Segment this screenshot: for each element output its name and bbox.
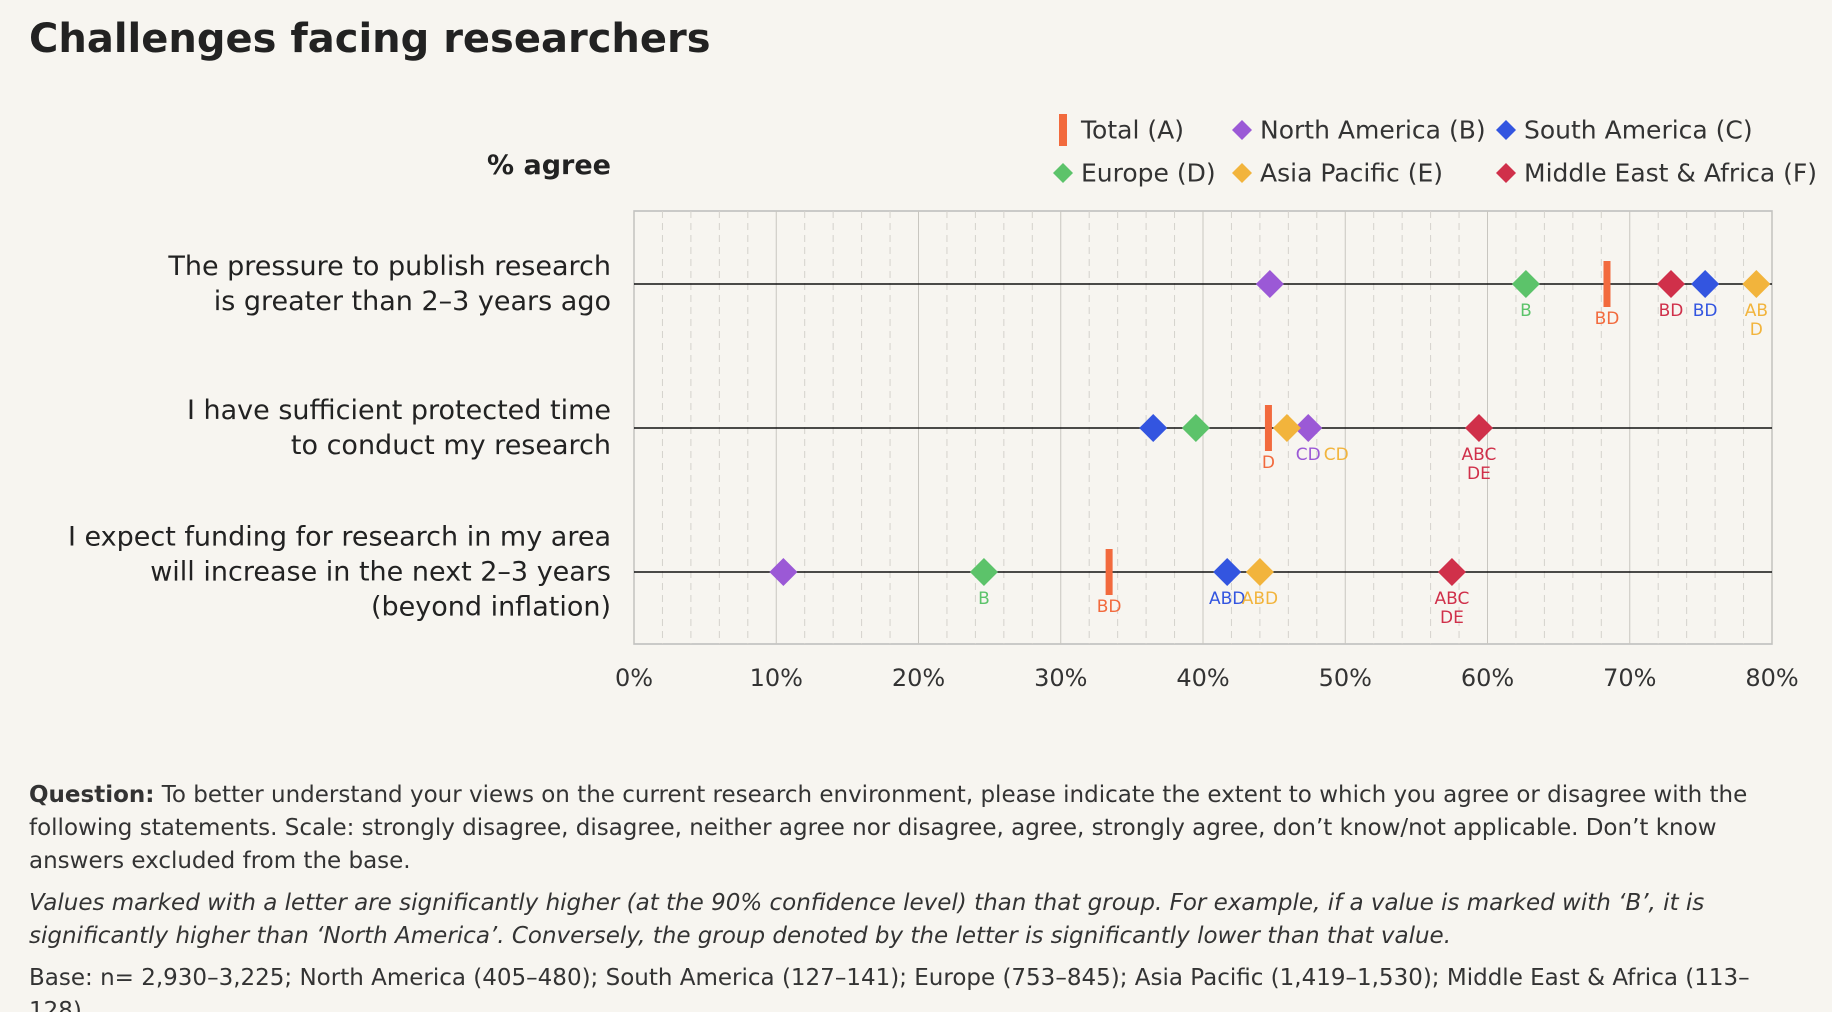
x-tick-label: 60% [1460,664,1515,692]
diamond-marker [1245,558,1274,586]
significance-label: ABD [1208,589,1246,609]
legend-label: Middle East & Africa (F) [1524,158,1817,188]
chart-title: Challenges facing researchers [29,16,711,62]
question-text: To better understand your views on the c… [29,782,1748,874]
legend-label: North America (B) [1260,115,1486,145]
category-label: I have sufficient protected time to cond… [186,395,611,461]
diamond-marker [1139,414,1168,442]
total-marker [1264,405,1272,451]
significance-label: BD [1692,301,1718,321]
x-tick-label: 50% [1318,664,1372,692]
significance-label: CD [1323,445,1349,465]
legend-label: South America (C) [1524,115,1753,145]
significance-label: D [1261,453,1275,473]
x-tick-label: 40% [1176,664,1230,692]
x-tick-label: 80% [1745,664,1799,692]
legend-marker [1232,163,1252,183]
question-note: Question: To better understand your view… [29,779,1809,878]
base-note: Base: n= 2,930–3,225; North America (405… [29,965,1750,1012]
diamond-marker [1272,414,1301,442]
diamond-marker [1511,270,1540,298]
total-marker [1105,549,1113,595]
diamond-marker [1657,270,1686,298]
legend-marker [1059,114,1067,146]
x-tick-label: 30% [1034,664,1088,692]
question-label: Question: [29,782,155,808]
x-tick-label: 70% [1603,664,1657,692]
legend-label: Total (A) [1081,115,1184,145]
significance-label: B [1520,301,1532,321]
significance-label: CD [1295,445,1321,465]
significance-label: AB D [1744,301,1768,340]
total-marker [1603,261,1611,307]
x-tick-label: 0% [614,664,654,692]
diamond-marker [769,558,798,586]
legend-marker [1496,120,1516,140]
diamond-marker [1255,270,1284,298]
legend-marker [1496,163,1516,183]
category-label: I expect funding for research in my area… [68,521,611,623]
significance-label: BD [1594,309,1620,329]
x-tick-label: 10% [749,664,803,692]
significance-label: BD [1096,597,1122,617]
significance-note: Values marked with a letter are signific… [29,890,1705,949]
significance-label: BD [1658,301,1684,321]
x-tick-label: 20% [891,664,946,692]
significance-label: ABC DE [1434,589,1470,628]
diamond-marker [1181,414,1210,442]
legend-label: Europe (D) [1081,158,1216,188]
diamond-marker [969,558,998,586]
legend-label: Asia Pacific (E) [1260,158,1444,188]
diamond-marker [1691,270,1720,298]
category-label: The pressure to publish research is grea… [168,251,611,317]
diamond-marker [1742,270,1771,298]
diamond-marker [1294,414,1323,442]
significance-label: ABC DE [1461,445,1497,484]
legend-marker [1232,120,1252,140]
axis-title: % agree [487,150,611,181]
significance-label: ABD [1241,589,1279,609]
diamond-marker [1464,414,1493,442]
significance-label: B [978,589,990,609]
diamond-marker [1437,558,1466,586]
diamond-marker [1213,558,1242,586]
legend-marker [1053,163,1073,183]
